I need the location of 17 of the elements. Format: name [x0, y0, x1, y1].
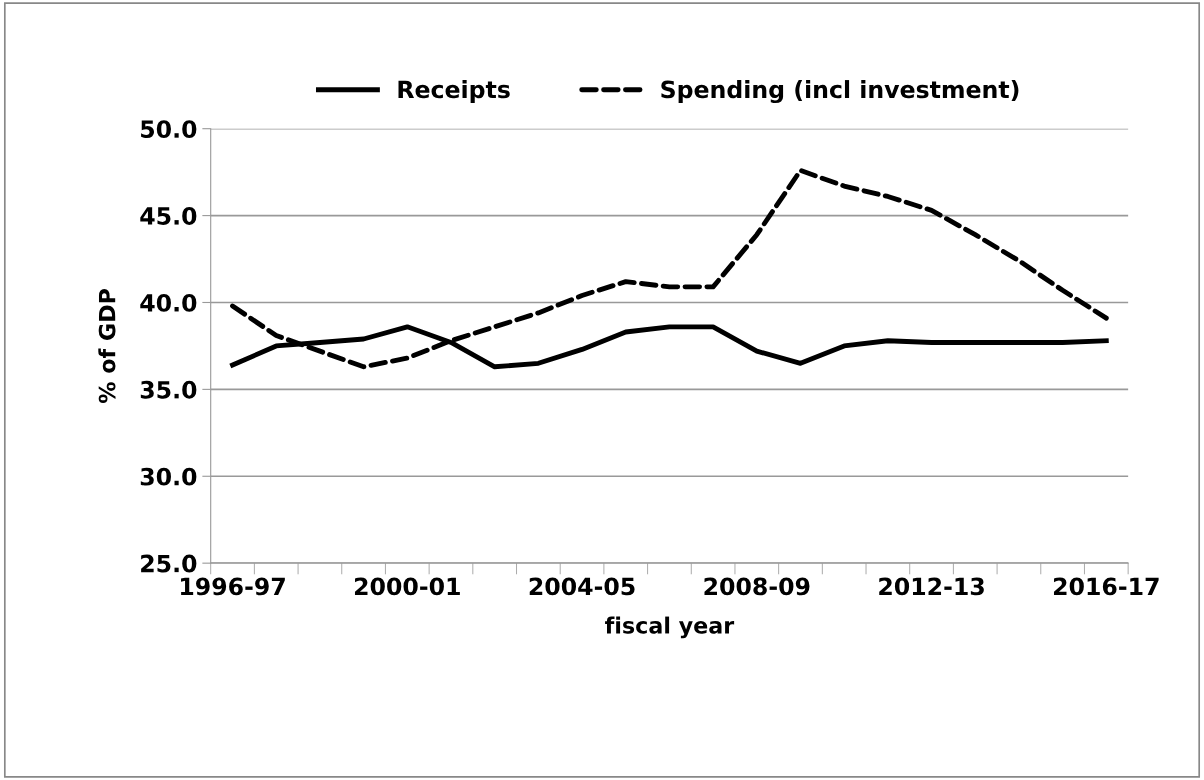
x-tick-label: 2016-17	[1053, 577, 1159, 596]
y-tick-label: 25.0	[141, 554, 197, 573]
line-series	[230, 167, 1109, 370]
y-axis-title: % of GDP	[98, 289, 116, 404]
x-tick-label: 2008-09	[704, 577, 810, 596]
y-tick-label: 40.0	[140, 293, 197, 312]
y-tick-label: 35.0	[140, 380, 197, 399]
x-tick-label: 2004-05	[529, 577, 635, 596]
x-tick-label: 2000-01	[354, 577, 460, 596]
y-tick-label: 45.0	[140, 207, 197, 225]
x-tick-label: 2012-13	[879, 577, 984, 596]
y-tick-label: 30.0	[140, 467, 197, 486]
x-tick-label: 1996-97	[181, 577, 285, 596]
x-axis-title: fiscal year	[605, 616, 735, 639]
legend-label: Spending (incl investment)	[661, 80, 1019, 104]
legend-label: Receipts	[398, 80, 510, 103]
y-tick-label: 50.0	[141, 120, 197, 139]
